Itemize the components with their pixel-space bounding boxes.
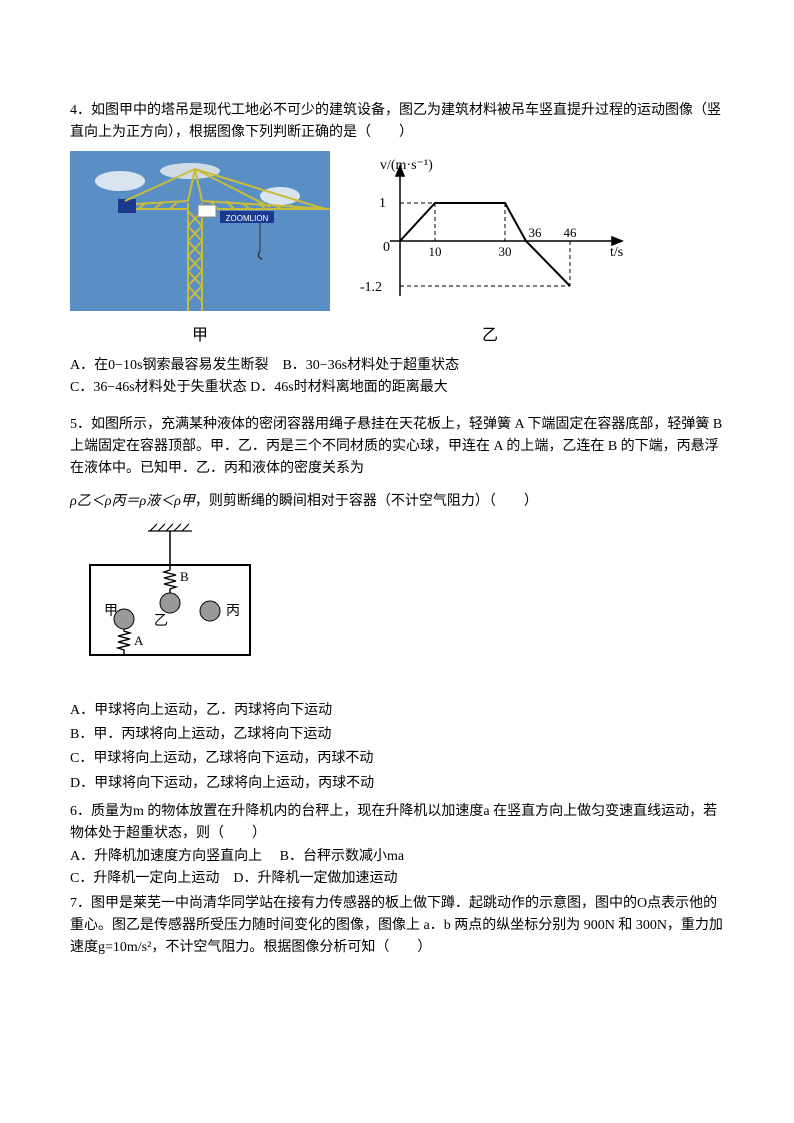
q5-optC: C．甲球将向上运动，乙球将向下运动，丙球不动 xyxy=(70,748,724,770)
label-jia: 甲 xyxy=(104,604,118,619)
q4-options-line2: C．36−46s材料处于失重状态 D．46s时材料离地面的距离最大 xyxy=(70,377,724,399)
label-bing: 丙 xyxy=(226,604,240,619)
x-30: 30 xyxy=(499,244,512,259)
figure-jia: ZOOMLION 甲 xyxy=(70,151,330,349)
y-neg: -1.2 xyxy=(360,280,382,295)
q5-relation-line: ρ乙＜ρ丙＝ρ液＜ρ甲，则剪断绳的瞬间相对于容器（不计空气阻力）（ ） xyxy=(70,491,724,513)
q4-intro: 4．如图甲中的塔吊是现代工地必不可少的建筑设备，图乙为建筑材料被吊车竖直提升过程… xyxy=(70,100,724,145)
q6-intro: 6．质量为m 的物体放置在升降机内的台秤上，现在升降机以加速度a 在竖直方向上做… xyxy=(70,801,724,846)
q5-optA: A．甲球将向上运动，乙．丙球将向下运动 xyxy=(70,700,724,722)
q4-figure-row: ZOOMLION 甲 v/(m·s⁻¹) t/s xyxy=(70,151,724,349)
q5-optB: B．甲．丙球将向上运动，乙球将向下运动 xyxy=(70,724,724,746)
vt-graph-svg: v/(m·s⁻¹) t/s 1 0 -1.2 10 30 36 46 xyxy=(350,151,630,311)
q5-intro1: 5．如图所示，充满某种液体的密闭容器用绳子悬挂在天花板上，轻弹簧 A 下端固定在… xyxy=(70,414,724,481)
caption-yi: 乙 xyxy=(350,323,630,349)
label-A: A xyxy=(134,633,144,648)
q5-options: A．甲球将向上运动，乙．丙球将向下运动 B．甲．丙球将向上运动，乙球将向下运动 … xyxy=(70,700,724,796)
q6: 6．质量为m 的物体放置在升降机内的台秤上，现在升降机以加速度a 在竖直方向上做… xyxy=(70,801,724,891)
q6-optsAB: A．升降机加速度方向竖直向上 B．台秤示数减小ma xyxy=(70,846,724,868)
q7-intro: 7．图甲是莱芜一中尚清华同学站在接有力传感器的板上做下蹲．起跳动作的示意图，图中… xyxy=(70,893,724,960)
x-46: 46 xyxy=(564,225,578,240)
caption-jia: 甲 xyxy=(70,323,330,349)
q4-options: A．在0−10s钢索最容易发生断裂 B．30−36s材料处于超重状态 C．36−… xyxy=(70,355,724,400)
q5-svg: 甲 A B 乙 丙 xyxy=(70,523,270,673)
q5-figure: 甲 A B 乙 丙 xyxy=(70,523,724,681)
q5-intro2-suffix: ，则剪断绳的瞬间相对于容器（不计空气阻力）（ ） xyxy=(195,494,538,509)
q6-optsCD: C．升降机一定向上运动 D．升降机一定做加速运动 xyxy=(70,868,724,890)
label-B: B xyxy=(180,569,189,584)
q4-options-line1: A．在0−10s钢索最容易发生断裂 B．30−36s材料处于超重状态 xyxy=(70,355,724,377)
crane-svg: ZOOMLION xyxy=(70,151,330,311)
x-36: 36 xyxy=(529,225,543,240)
density-relation: ρ乙＜ρ丙＝ρ液＜ρ甲 xyxy=(70,494,195,509)
q7: 7．图甲是莱芜一中尚清华同学站在接有力传感器的板上做下蹲．起跳动作的示意图，图中… xyxy=(70,893,724,960)
y-0: 0 xyxy=(383,240,390,255)
q5-optD: D．甲球将向下运动，乙球将向上运动，丙球不动 xyxy=(70,773,724,795)
y-1: 1 xyxy=(379,196,386,211)
xlabel: t/s xyxy=(610,245,623,260)
figure-yi: v/(m·s⁻¹) t/s 1 0 -1.2 10 30 36 46 xyxy=(350,151,630,349)
x-10: 10 xyxy=(429,244,442,259)
crane-brand: ZOOMLION xyxy=(226,214,269,223)
label-yi: 乙 xyxy=(154,613,168,629)
ylabel: v/(m·s⁻¹) xyxy=(380,158,433,173)
